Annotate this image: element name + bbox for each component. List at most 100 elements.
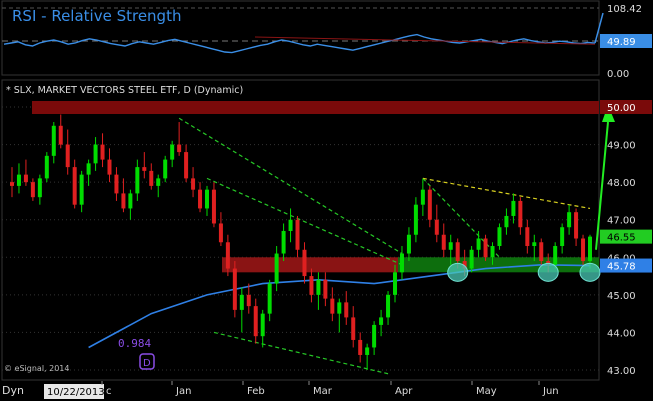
candle-body (86, 163, 91, 175)
candle-body (121, 193, 126, 209)
candle-body (177, 144, 182, 153)
candle-body (330, 298, 335, 314)
month-label: Mar (313, 386, 333, 397)
price-badge (600, 229, 652, 244)
candle-body (198, 189, 203, 209)
rsi-title: RSI - Relative Strength (12, 7, 181, 25)
candle-body (413, 204, 418, 235)
candle-body (225, 242, 230, 269)
time-axis: Dyn 10/22/2013 c Jan Feb Mar Apr May Jun (0, 381, 653, 401)
candle-body (539, 242, 544, 262)
candle-body (100, 144, 105, 160)
candle-body (365, 347, 370, 355)
candle-body (532, 242, 537, 247)
candle-body (128, 193, 133, 209)
candle-body (358, 339, 363, 355)
candle-body (420, 189, 425, 205)
candle-body (239, 294, 244, 310)
candle-body (281, 230, 286, 254)
candle-body (497, 227, 502, 247)
candle-body (93, 144, 98, 164)
rsi-current-value: 49.89 (607, 37, 636, 48)
candle-body (246, 294, 251, 307)
candle-body (149, 170, 154, 186)
rsi-tick-bottom: 0.00 (607, 69, 629, 80)
trend-line (422, 177, 591, 210)
annotation-value: 0.984 (118, 337, 151, 350)
candle-body (434, 219, 439, 235)
candle-body (518, 200, 523, 228)
date-box[interactable] (44, 384, 104, 399)
price-tick-label: 44.00 (607, 328, 636, 339)
footer-label[interactable]: Dyn (2, 384, 24, 397)
price-tick-label: 48.00 (607, 178, 636, 189)
time-axis-bg (0, 381, 653, 401)
candle-body (142, 167, 147, 171)
breakout-arrow-shaft (595, 121, 609, 250)
candle-body (406, 234, 411, 254)
candle-body (351, 317, 356, 340)
price-tick-label: 43.00 (607, 366, 636, 377)
candle-body (588, 236, 592, 262)
candle-body (79, 174, 84, 205)
candle-body (560, 227, 565, 247)
candle-body (135, 167, 140, 194)
chart-title: * SLX, MARKET VECTORS STEEL ETF, D (Dyna… (6, 85, 243, 96)
support-touch-marker (447, 262, 469, 282)
candle-body (427, 189, 432, 220)
candle-body (37, 178, 42, 198)
candle-body (260, 313, 265, 337)
rsi-tick-top: 108.42 (607, 4, 642, 15)
candle-body (295, 219, 300, 250)
rsi-trend-line (254, 36, 596, 45)
candle-body (58, 125, 63, 145)
candle-body (344, 302, 349, 318)
month-label: Jan (175, 386, 191, 397)
candle-body (72, 167, 77, 205)
candle-body (232, 268, 237, 310)
price-axis: 50.0049.0048.0047.0046.5546.0045.7845.00… (600, 100, 652, 377)
candle-body (476, 238, 481, 250)
price-tick-label: 45.00 (607, 291, 636, 302)
candle-body (16, 174, 21, 186)
price-tick-label: 46.55 (607, 233, 636, 244)
candle-body (483, 238, 488, 258)
price-tick-label: 49.00 (607, 141, 636, 152)
candle-body (184, 152, 189, 179)
candle-body (316, 279, 321, 295)
candle-body (581, 238, 586, 262)
trend-line (206, 177, 403, 266)
price-panel: * SLX, MARKET VECTORS STEEL ETF, D (Dyna… (1, 79, 652, 381)
candle-body (267, 283, 272, 314)
moving-average-line (88, 263, 591, 349)
price-tick-label: 50.00 (607, 103, 636, 114)
candle-body (386, 294, 391, 318)
candle-body (469, 249, 474, 269)
trend-line (213, 331, 389, 375)
candle-body (51, 125, 56, 156)
support-touch-marker (579, 262, 601, 282)
candle-body (65, 144, 70, 168)
month-labels: c Jan Feb Mar Apr May Jun (101, 381, 559, 397)
candle-body (44, 155, 49, 179)
candle-body (274, 253, 279, 284)
candle-body (567, 212, 572, 228)
candle-body (574, 212, 579, 239)
candle-body (553, 246, 558, 265)
date-value: 10/22/2013 (47, 387, 105, 398)
price-tick-label: 45.78 (607, 262, 636, 273)
support-band-red (222, 257, 398, 273)
candle-body (211, 189, 216, 224)
candle-body (107, 159, 112, 175)
annotation-marker-box[interactable] (139, 353, 155, 370)
candle-body (253, 306, 258, 337)
candle-body (337, 302, 342, 314)
candle-body (309, 276, 314, 295)
price-badge (600, 258, 652, 273)
candle-body (170, 144, 175, 160)
candle-body (288, 219, 293, 231)
candle-body (399, 253, 404, 273)
candle-body (10, 182, 14, 186)
annotation-marker: D (143, 358, 151, 369)
candle-body (30, 182, 35, 198)
